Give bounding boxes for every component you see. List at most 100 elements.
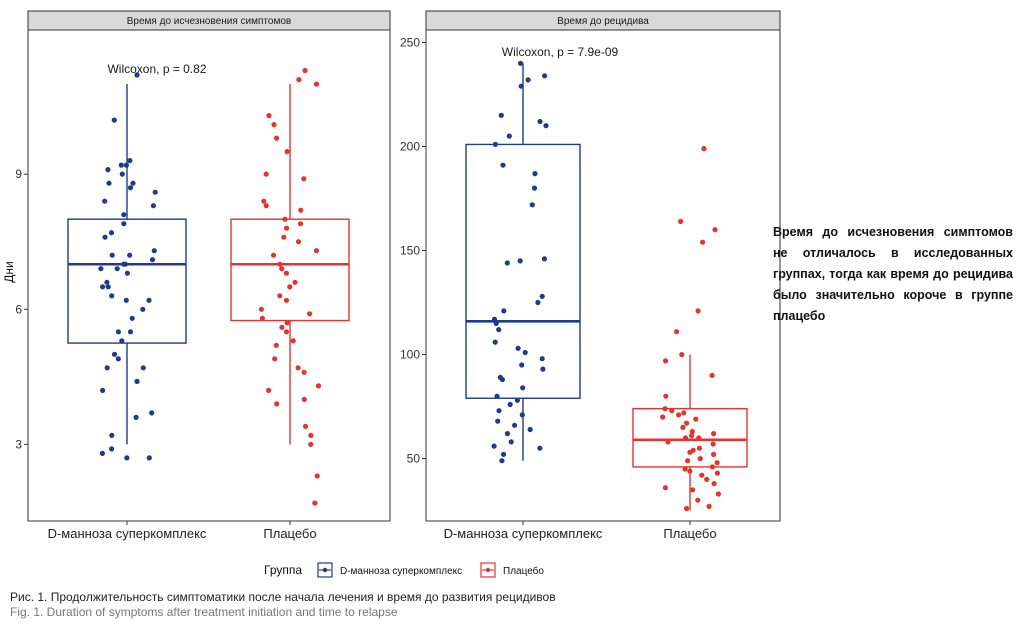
panel1-data-point xyxy=(298,207,304,213)
panel2-data-point xyxy=(493,320,499,326)
panel1-data-point xyxy=(277,261,283,267)
panel2-box xyxy=(465,143,581,399)
panel2-data-point xyxy=(495,418,501,424)
panel1-data-point xyxy=(301,396,307,402)
panel1-data-point xyxy=(108,230,115,236)
panel2-data-point xyxy=(491,443,497,449)
panel2-data-point xyxy=(491,316,498,322)
panel1-data-point xyxy=(102,198,108,204)
panel2-y-tick-label: 100 xyxy=(400,348,420,362)
panel1-data-point xyxy=(105,284,111,290)
panel2-data-point xyxy=(678,218,684,224)
panel2-data-point xyxy=(669,408,675,414)
panel1-data-point xyxy=(146,297,152,303)
panel1-data-point xyxy=(277,293,283,299)
panel2-data-point xyxy=(714,460,720,466)
panel1-data-point xyxy=(259,315,265,321)
panel1-box xyxy=(67,218,187,344)
panel2-data-point xyxy=(492,339,498,345)
panel2-data-point xyxy=(706,503,712,509)
panel1-data-point xyxy=(281,234,287,240)
panel1-data-point xyxy=(301,176,307,182)
panel1-data-point xyxy=(129,315,135,321)
panel2-data-point xyxy=(543,123,549,129)
panel1-data-point xyxy=(292,279,298,285)
panel1-data-point xyxy=(123,297,129,303)
panel1-data-point xyxy=(106,180,112,186)
panel1-data-point xyxy=(302,67,308,74)
panel2-data-point xyxy=(662,485,669,491)
panel1-data-point xyxy=(100,387,106,393)
panel2-data-point xyxy=(520,385,526,391)
panel1-data-point xyxy=(150,203,156,209)
panel2-data-point xyxy=(500,162,506,168)
panel1-data-point xyxy=(102,234,108,240)
panel1-data-point xyxy=(140,365,146,371)
panel1-data-point xyxy=(258,306,264,312)
panel2-data-point xyxy=(542,73,548,79)
panel1-data-point xyxy=(119,171,125,177)
panel1-data-point xyxy=(312,500,318,506)
legend-key-dot xyxy=(485,567,491,573)
panel1-data-point xyxy=(134,72,140,78)
panel1-data-point xyxy=(307,311,313,317)
panel1-data-point xyxy=(284,149,290,155)
panel1-data-point xyxy=(151,248,157,254)
panel1-y-tick-label: 6 xyxy=(15,302,22,316)
panel1-data-point xyxy=(279,266,285,272)
caption-ru: Рис. 1. Продолжительность симптоматики п… xyxy=(10,590,556,604)
panel2-x-tick-label: D-манноза суперкомплекс xyxy=(444,526,603,541)
panel2-data-point xyxy=(682,466,688,472)
panel2-data-point xyxy=(687,468,693,474)
panel2-data-point xyxy=(662,358,669,364)
panel1-data-point xyxy=(127,252,133,258)
panel1-data-point xyxy=(314,473,320,479)
panel1-data-point xyxy=(149,257,156,263)
panel2-data-point xyxy=(508,439,514,445)
panel1-data-point xyxy=(313,81,320,87)
panel1-data-point xyxy=(273,342,279,348)
panel2-data-point xyxy=(515,345,521,351)
panel1-x-tick-label: D-манноза суперкомплекс xyxy=(48,526,207,541)
panel2-data-point xyxy=(501,308,507,314)
panel2-data-point xyxy=(499,458,505,464)
panel1-data-point xyxy=(109,446,115,452)
panel2-y-tick-label: 150 xyxy=(400,244,420,258)
panel2-data-point xyxy=(665,439,671,445)
panel1-y-tick-label: 9 xyxy=(15,167,22,181)
panel2-data-point xyxy=(522,349,528,356)
panel1-data-point xyxy=(315,383,322,389)
panel1-data-point xyxy=(133,414,139,420)
panel2-data-point xyxy=(504,260,510,266)
panel2-data-point xyxy=(537,445,543,451)
panel1-data-point xyxy=(134,378,140,384)
panel1-data-point xyxy=(295,365,301,371)
panel2-data-point xyxy=(496,327,502,333)
legend-item-label: Плацебо xyxy=(503,565,544,577)
panel2-data-point xyxy=(519,412,525,418)
panel2-data-point xyxy=(539,356,545,362)
panel1-data-point xyxy=(266,113,272,119)
panel2-data-point xyxy=(496,408,502,414)
panel2-data-point xyxy=(697,456,703,462)
panel1-data-point xyxy=(296,77,302,83)
panel2-data-point xyxy=(500,451,507,457)
panel1-data-point xyxy=(313,248,319,254)
panel1-data-point xyxy=(282,216,288,222)
panel2-data-point xyxy=(537,118,543,125)
panel2-data-point xyxy=(497,374,503,380)
figure-chart: Время до исчезновения симптомов 3 6 9 Дни D-м… xyxy=(2,10,781,578)
panel1-data-point xyxy=(272,356,278,362)
panel2-data-point xyxy=(699,472,705,478)
panel2-y-tick-label: 50 xyxy=(407,452,421,466)
panel1-data-point xyxy=(109,252,115,258)
panel1-data-point xyxy=(99,450,105,456)
panel2-data-point xyxy=(689,433,695,439)
panel2-data-point xyxy=(700,239,706,245)
panel1-data-point xyxy=(109,432,115,438)
panel1-data-point xyxy=(308,432,314,438)
panel1-data-point xyxy=(124,455,130,461)
panel2-data-point xyxy=(714,470,721,476)
panel1-data-point xyxy=(290,338,296,344)
panel2-data-point xyxy=(680,424,686,430)
